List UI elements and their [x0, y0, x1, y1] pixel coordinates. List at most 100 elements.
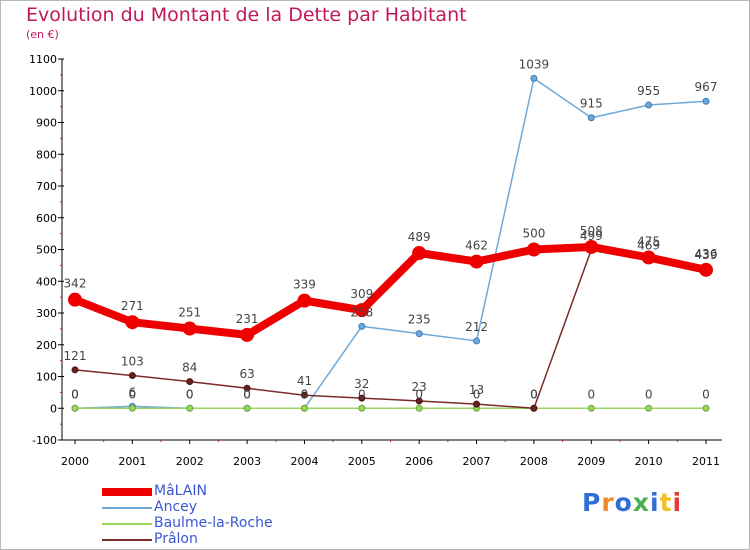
data-label: 342 [64, 277, 87, 291]
data-label: 23 [412, 380, 427, 394]
series-point [702, 404, 710, 412]
legend-swatch [102, 523, 152, 525]
x-tick-label: 2011 [692, 455, 720, 468]
data-label: 500 [522, 227, 545, 241]
series-point [71, 366, 79, 374]
series-point [128, 404, 136, 412]
y-tick-label: 600 [36, 212, 57, 225]
series-point [243, 384, 251, 392]
series-point [587, 114, 595, 122]
series-point [473, 337, 481, 345]
x-tick-label: 2003 [233, 455, 261, 468]
data-label: 63 [239, 367, 254, 381]
legend-label: Baulme-la-Roche [154, 515, 273, 531]
series-point [412, 245, 427, 260]
legend-label: Ancey [154, 499, 198, 515]
data-label: 0 [473, 387, 481, 401]
x-tick-label: 2004 [290, 455, 318, 468]
series-point [128, 372, 136, 380]
series-point [415, 397, 423, 405]
series-point [526, 242, 541, 257]
y-tick-label: 100 [36, 371, 57, 384]
data-label: 955 [637, 84, 660, 98]
series-point [243, 404, 251, 412]
proxiti-logo: Proxiti [582, 488, 683, 517]
data-label: 439 [695, 248, 718, 262]
y-tick-label: -100 [32, 434, 57, 447]
data-label: 967 [695, 80, 718, 94]
data-label: 339 [293, 278, 316, 292]
legend-label: Prâlon [154, 531, 198, 547]
data-label: 0 [530, 387, 538, 401]
series-point [584, 239, 599, 254]
series-point [300, 404, 308, 412]
data-label: 436 [695, 247, 718, 261]
y-tick-label: 700 [36, 180, 57, 193]
x-tick-label: 2006 [405, 455, 433, 468]
data-label: 0 [301, 387, 309, 401]
x-tick-label: 2001 [118, 455, 146, 468]
data-label: 0 [71, 387, 79, 401]
data-label: 1039 [519, 57, 550, 71]
data-label: 212 [465, 320, 488, 334]
y-tick-label: 800 [36, 148, 57, 161]
y-tick-label: 1100 [29, 53, 57, 66]
legend-swatch [102, 488, 152, 496]
data-label: 0 [415, 387, 423, 401]
series-point [354, 303, 369, 318]
series-point [71, 404, 79, 412]
series-point [641, 250, 656, 265]
data-label: 0 [243, 387, 251, 401]
series-point [587, 404, 595, 412]
data-label: 0 [530, 387, 538, 401]
data-label: 0 [301, 387, 309, 401]
y-tick-label: 0 [50, 402, 57, 415]
series-point [358, 322, 366, 330]
series-line-0 [71, 242, 710, 339]
legend-swatch [102, 539, 152, 541]
data-label: 0 [129, 387, 137, 401]
data-label: 84 [182, 361, 197, 375]
data-label: 915 [580, 97, 603, 111]
legend-swatch [102, 507, 152, 509]
data-label: 103 [121, 355, 144, 369]
x-tick-label: 2000 [61, 455, 89, 468]
series-point [415, 404, 423, 412]
chart-subtitle: (en €) [26, 28, 59, 41]
series-point [240, 327, 255, 342]
data-label: 0 [243, 387, 251, 401]
y-tick-label: 500 [36, 244, 57, 257]
data-label: 271 [121, 299, 144, 313]
y-tick-label: 300 [36, 307, 57, 320]
series-point [530, 404, 538, 412]
legend-item: Prâlon [102, 531, 322, 548]
data-label: 0 [702, 387, 710, 401]
legend-item: Baulme-la-Roche [102, 515, 322, 532]
series-point [182, 321, 197, 336]
x-tick-label: 2007 [463, 455, 491, 468]
data-label: 475 [637, 234, 660, 248]
series-point [645, 404, 653, 412]
x-tick-label: 2002 [176, 455, 204, 468]
data-label: 0 [645, 387, 653, 401]
series-point [469, 254, 484, 269]
data-label: 6 [129, 385, 137, 399]
legend-item: Ancey [102, 499, 322, 516]
data-label: 235 [408, 313, 431, 327]
y-tick-label: 400 [36, 275, 57, 288]
data-label: 251 [178, 306, 201, 320]
chart-title: Evolution du Montant de la Dette par Hab… [26, 4, 467, 26]
series-point [68, 292, 82, 307]
series-line-1 [74, 77, 707, 409]
series-point [530, 74, 538, 82]
data-label: 121 [64, 349, 87, 363]
data-label: 462 [465, 239, 488, 253]
data-label: 489 [408, 230, 431, 244]
chart-axes: -100010020030040050060070080090010001100… [29, 53, 722, 468]
series-point [297, 293, 312, 308]
data-label: 309 [350, 287, 373, 301]
y-tick-label: 200 [36, 339, 57, 352]
series-point [186, 378, 194, 386]
